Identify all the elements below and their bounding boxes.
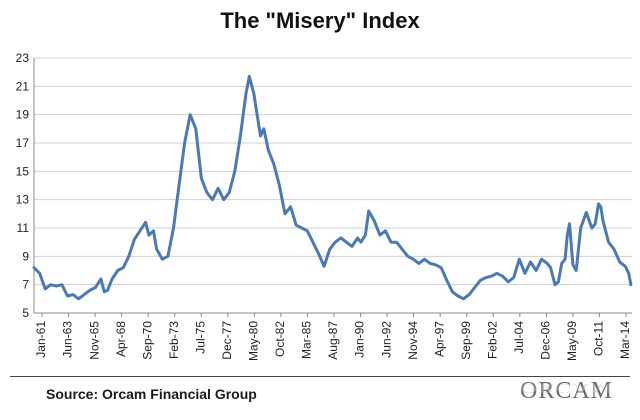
logo-wordmark: ORCAM [520, 378, 614, 404]
y-tick-labels: 5 7 9 11 13 15 17 19 21 23 [16, 51, 30, 320]
x-tick-label: Mar-85 [300, 321, 314, 359]
x-tick-labels: Jan-61 Jun-63 Nov-65 Apr-68 Sep-70 Feb-73 Jul-… [34, 321, 632, 361]
y-tick-label: 15 [16, 164, 30, 178]
x-tick-label: Jul-75 [193, 321, 207, 354]
gridlines [34, 57, 632, 286]
x-tick-label: Aug-87 [326, 321, 340, 360]
axes [33, 58, 632, 317]
x-tick-label: Jun-92 [379, 321, 393, 358]
x-tick-label: Oct-82 [273, 321, 287, 357]
x-tick-label: Dec-77 [220, 321, 234, 360]
y-tick-label: 11 [17, 221, 30, 235]
x-tick-label: Apr-97 [432, 321, 446, 357]
x-tick-label: Oct-11 [592, 321, 606, 356]
x-tick-label: Jul-04 [512, 321, 526, 354]
chart-title: The "Misery" Index [220, 8, 420, 33]
y-tick-label: 9 [22, 249, 29, 263]
footer-divider [10, 376, 630, 377]
x-tick-label: Feb-02 [485, 321, 499, 359]
x-tick-label: Jun-63 [61, 321, 75, 358]
orcam-logo: ORCAM ORCAM [520, 378, 626, 416]
logo-reflection: ORCAM [520, 380, 614, 395]
x-tick-label: Nov-65 [87, 321, 101, 360]
x-tick-label: Jan-90 [353, 321, 367, 358]
series [32, 74, 633, 301]
x-tick-label: Sep-70 [140, 321, 154, 360]
y-tick-label: 17 [16, 136, 30, 150]
x-tick-label: Mar-14 [618, 321, 632, 359]
x-tick-label: Nov-94 [406, 321, 420, 360]
y-tick-label: 21 [16, 79, 30, 93]
x-tick-label: Dec-06 [539, 321, 553, 360]
y-tick-label: 5 [22, 306, 29, 320]
y-tick-label: 23 [16, 51, 30, 65]
x-tick-label: Apr-68 [114, 321, 128, 357]
x-tick-label: Sep-99 [459, 321, 473, 360]
y-tick-label: 19 [16, 108, 30, 122]
x-tick-label: Jan-61 [34, 321, 48, 358]
misery-index-line [32, 74, 633, 301]
x-tick-label: May-09 [565, 321, 579, 361]
source-note: Source: Orcam Financial Group [46, 386, 257, 402]
y-tick-label: 13 [16, 193, 30, 207]
x-tick-label: Feb-73 [167, 321, 181, 359]
x-tick-label: May-80 [247, 321, 261, 361]
y-tick-label: 7 [22, 278, 29, 292]
